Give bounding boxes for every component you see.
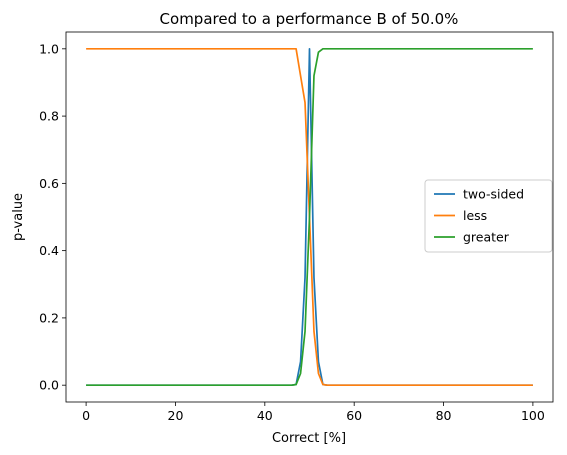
- y-axis-label: p-value: [11, 193, 26, 241]
- x-tick-label: 80: [436, 408, 452, 423]
- legend-label: greater: [463, 230, 510, 245]
- y-tick-label: 1.0: [39, 41, 59, 56]
- legend-label: two-sided: [463, 187, 524, 202]
- series-layer: [86, 47, 533, 387]
- series-line-greater: [86, 47, 533, 387]
- y-axis: 0.0 0.2 0.4 0.6 0.8 1.0: [39, 41, 66, 393]
- y-tick-label: 0.2: [39, 310, 59, 325]
- legend-box: [424, 179, 553, 253]
- y-tick-label: 0.8: [39, 109, 59, 124]
- x-tick-label: 0: [82, 408, 90, 423]
- x-tick-label: 40: [257, 408, 273, 423]
- x-axis: 0 20 40 60 80 100: [82, 402, 545, 423]
- x-tick-label: 100: [521, 408, 545, 423]
- x-tick-label: 20: [168, 408, 184, 423]
- y-tick-label: 0.6: [39, 176, 59, 191]
- x-tick-label: 60: [346, 408, 362, 423]
- y-tick-label: 0.4: [39, 243, 59, 258]
- chart-title: Compared to a performance B of 50.0%: [160, 10, 459, 28]
- legend-label: less: [463, 208, 487, 223]
- plot-frame: [65, 31, 554, 403]
- x-axis-label: Correct [%]: [272, 431, 346, 446]
- legend: two-sided less greater: [424, 179, 553, 253]
- y-tick-label: 0.0: [39, 378, 59, 393]
